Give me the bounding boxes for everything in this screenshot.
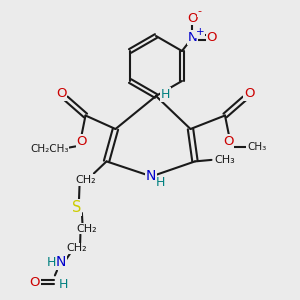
Text: CH₂: CH₂ [77, 224, 97, 234]
Text: S: S [72, 200, 81, 215]
Text: O: O [244, 87, 254, 101]
Text: O: O [76, 135, 87, 148]
Text: CH₂CH₃: CH₂CH₃ [30, 144, 69, 154]
Text: CH₂: CH₂ [75, 175, 96, 185]
Text: O: O [30, 275, 40, 289]
Text: N: N [56, 255, 66, 269]
Text: N: N [146, 169, 156, 183]
Text: CH₂: CH₂ [66, 243, 87, 254]
Text: CH₃: CH₃ [247, 142, 266, 152]
Text: O: O [223, 135, 233, 148]
Text: H: H [156, 176, 165, 190]
Text: O: O [56, 87, 67, 101]
Text: N: N [188, 31, 197, 44]
Text: H: H [58, 278, 68, 292]
Text: O: O [207, 31, 217, 44]
Text: CH₃: CH₃ [214, 155, 235, 165]
Text: +: + [196, 27, 204, 37]
Text: H: H [46, 256, 56, 269]
Text: O: O [187, 11, 198, 25]
Text: H: H [161, 88, 170, 101]
Text: -: - [197, 6, 201, 16]
